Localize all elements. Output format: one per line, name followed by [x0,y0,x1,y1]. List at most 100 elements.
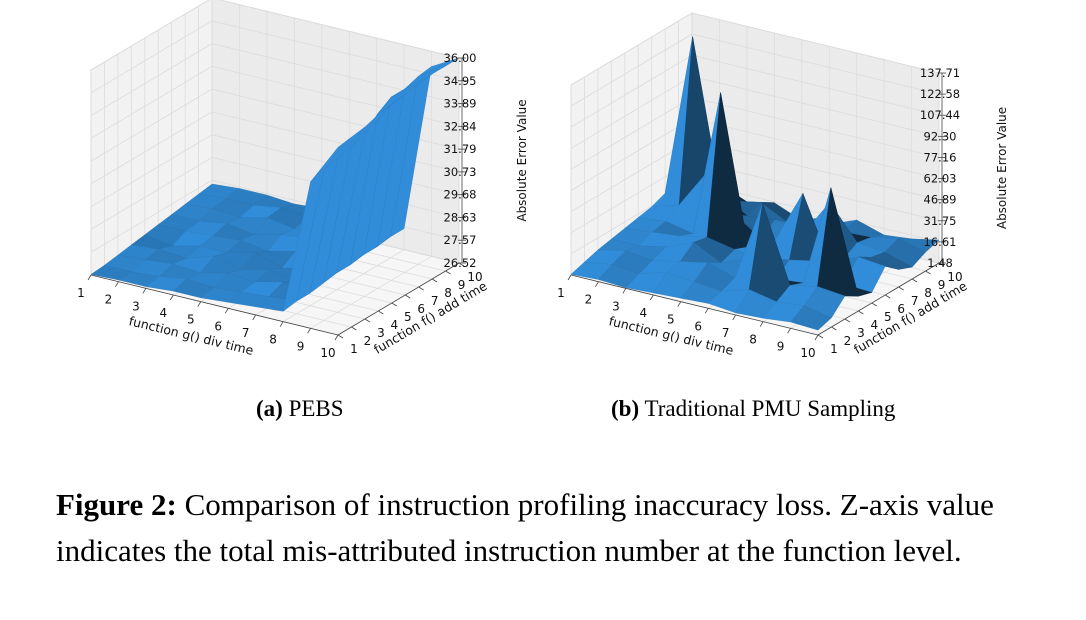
surface-patch [790,305,832,331]
y-tick-label: 10 [467,270,482,284]
z-tick-label: 27.57 [444,233,477,247]
x-tick-mark [169,294,174,301]
y-tick-mark [458,262,465,267]
y-tick-label: 1 [350,342,358,356]
x-tick-label: 2 [585,293,593,307]
z-tick-label: 31.75 [924,214,957,228]
x-tick-label: 4 [640,306,648,320]
y-tick-label: 2 [844,334,852,348]
z-tick-label: 34.95 [444,74,477,88]
x-tick-label: 2 [105,293,113,307]
y-tick-label: 7 [431,294,439,308]
z-tick-label: 30.73 [444,165,477,179]
z-tick-label: 36.00 [444,51,477,65]
y-tick-label: 10 [947,270,962,284]
x-axis-line [90,274,339,336]
y-tick-label: 1 [830,342,838,356]
x-tick-label: 5 [187,313,195,327]
y-tick-mark [351,326,357,331]
z-tick-label: 31.79 [444,142,477,156]
x-tick-mark [595,281,599,287]
x-tick-label: 10 [320,346,335,360]
x-tick-label: 10 [800,346,815,360]
y-tick-label: 4 [391,318,399,332]
gridline-floor-x [310,255,432,329]
y-tick-label: 9 [458,278,466,292]
y-axis-line [337,262,460,336]
y-tick-mark [871,302,877,307]
y-tick-mark [418,286,424,291]
x-tick-label: 9 [297,339,305,353]
x-tick-mark [622,288,627,294]
y-tick-label: 3 [857,326,865,340]
z-tick-label: 92.30 [924,129,957,143]
x-tick-mark [677,301,682,307]
y-tick-mark [938,262,945,267]
gridline-floor-x [282,249,405,323]
x-tick-mark [334,334,339,341]
figure-caption: Figure 2: Comparison of instruction prof… [56,482,1041,574]
x-tick-label: 6 [214,319,222,333]
y-tick-label: 9 [938,278,946,292]
x-tick-mark [115,281,119,287]
x-tick-mark [649,294,654,301]
y-tick-mark [405,294,411,299]
y-tick-mark [911,278,918,283]
y-tick-label: 3 [377,326,385,340]
x-tick-label: 5 [667,313,675,327]
z-tick-label: 26.52 [444,256,477,270]
figure-caption-text: Comparison of instruction profiling inac… [56,487,994,568]
y-tick-label: 6 [417,302,425,316]
x-tick-mark [567,274,572,281]
y-tick-mark [885,294,891,299]
z-tick-label: 32.84 [444,119,477,133]
z-tick-label: 137.71 [920,66,960,80]
y-tick-mark [445,270,451,275]
x-tick-mark [787,328,791,334]
subfigure-b-name: Traditional PMU Sampling [644,396,896,421]
z-axis-label: Absolute Error Value [515,99,529,221]
z-tick-label: 62.03 [924,172,957,186]
gridline-z [90,65,460,139]
x-tick-label: 6 [694,319,702,333]
x-tick-mark [732,314,737,321]
gridline-z [90,0,460,71]
x-tick-label: 3 [132,299,140,313]
subfigure-a-tag: (a) [256,396,283,421]
y-axis-line [817,262,940,336]
y-tick-mark [858,310,864,315]
gridline-z [90,43,460,116]
figure-label: Figure 2: [56,487,177,522]
x-tick-label: 9 [777,339,785,353]
x-tick-label: 7 [242,326,250,340]
z-tick-label: 46.89 [924,193,957,207]
z-tick-label: 28.63 [444,210,477,224]
y-tick-mark [378,310,384,315]
x-tick-label: 1 [77,286,85,300]
y-tick-label: 5 [404,310,412,324]
gridline-z [570,12,940,86]
y-tick-mark [391,302,397,307]
y-tick-label: 8 [924,286,932,300]
y-tick-label: 6 [897,302,905,316]
y-tick-mark [337,334,344,339]
z-tick-label: 122.58 [920,87,960,101]
y-tick-label: 2 [364,334,372,348]
z-tick-label: 77.16 [924,150,957,164]
y-tick-mark [898,286,904,291]
x-tick-label: 4 [160,306,168,320]
x-axis-line [570,274,819,336]
x-tick-mark [252,314,257,321]
x-tick-mark [704,308,709,314]
x-tick-mark [142,288,147,294]
x-tick-mark [197,301,202,307]
x-tick-mark [759,321,764,327]
x-tick-label: 8 [269,333,277,347]
y-tick-label: 4 [871,318,879,332]
y-tick-label: 5 [884,310,892,324]
z-tick-label: 1.48 [927,256,953,270]
subfigure-a-name: PEBS [288,396,344,421]
